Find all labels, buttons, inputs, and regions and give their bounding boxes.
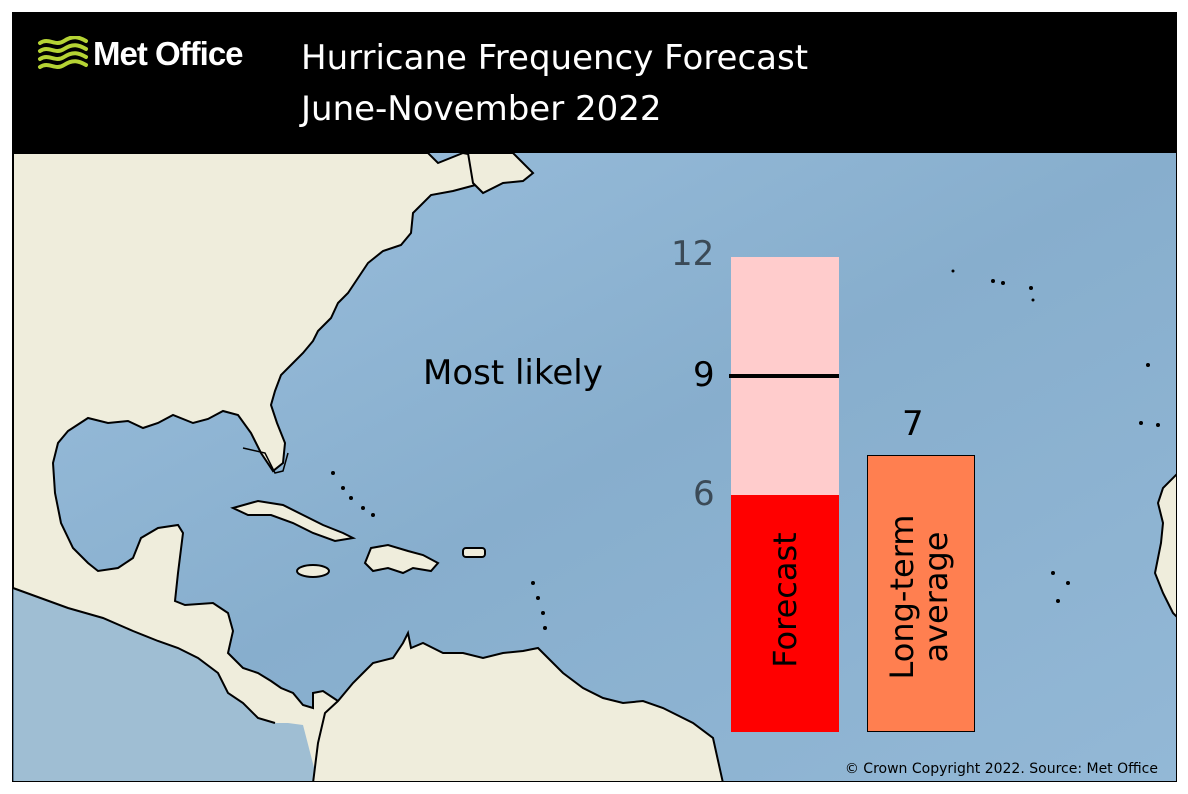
atlantic-map: 12 9 Most likely 6 Forecast 7 Long-term … bbox=[13, 153, 1176, 781]
met-office-waves-icon bbox=[38, 36, 88, 69]
most-likely-label: Most likely bbox=[423, 353, 603, 393]
header: Met Office Hurricane Frequency Forecast … bbox=[13, 13, 1176, 153]
lta-bar-label-line-1: Long-term bbox=[883, 514, 921, 680]
lta-bar-label: Long-term average bbox=[883, 497, 957, 697]
forecast-bar-label: Forecast bbox=[766, 532, 804, 668]
long-term-average-bar bbox=[867, 455, 975, 732]
lta-bar-label-line-2: average bbox=[917, 531, 955, 663]
met-office-logo: Met Office bbox=[37, 35, 244, 73]
infographic-frame: Met Office Hurricane Frequency Forecast … bbox=[12, 12, 1177, 782]
most-likely-line bbox=[729, 374, 839, 378]
title-line-1: Hurricane Frequency Forecast bbox=[301, 38, 809, 78]
tick-label-9: 9 bbox=[693, 355, 715, 395]
map-background bbox=[13, 153, 1176, 781]
page-title: Hurricane Frequency Forecast June-Novemb… bbox=[301, 33, 808, 135]
tick-label-12: 12 bbox=[671, 234, 715, 274]
lta-value-label: 7 bbox=[902, 404, 924, 444]
title-line-2: June-November 2022 bbox=[301, 89, 662, 129]
copyright-text: © Crown Copyright 2022. Source: Met Offi… bbox=[844, 761, 1158, 777]
forecast-lower-bar bbox=[731, 495, 839, 732]
logo-text: Met Office bbox=[93, 35, 244, 72]
tick-label-6: 6 bbox=[693, 474, 715, 514]
